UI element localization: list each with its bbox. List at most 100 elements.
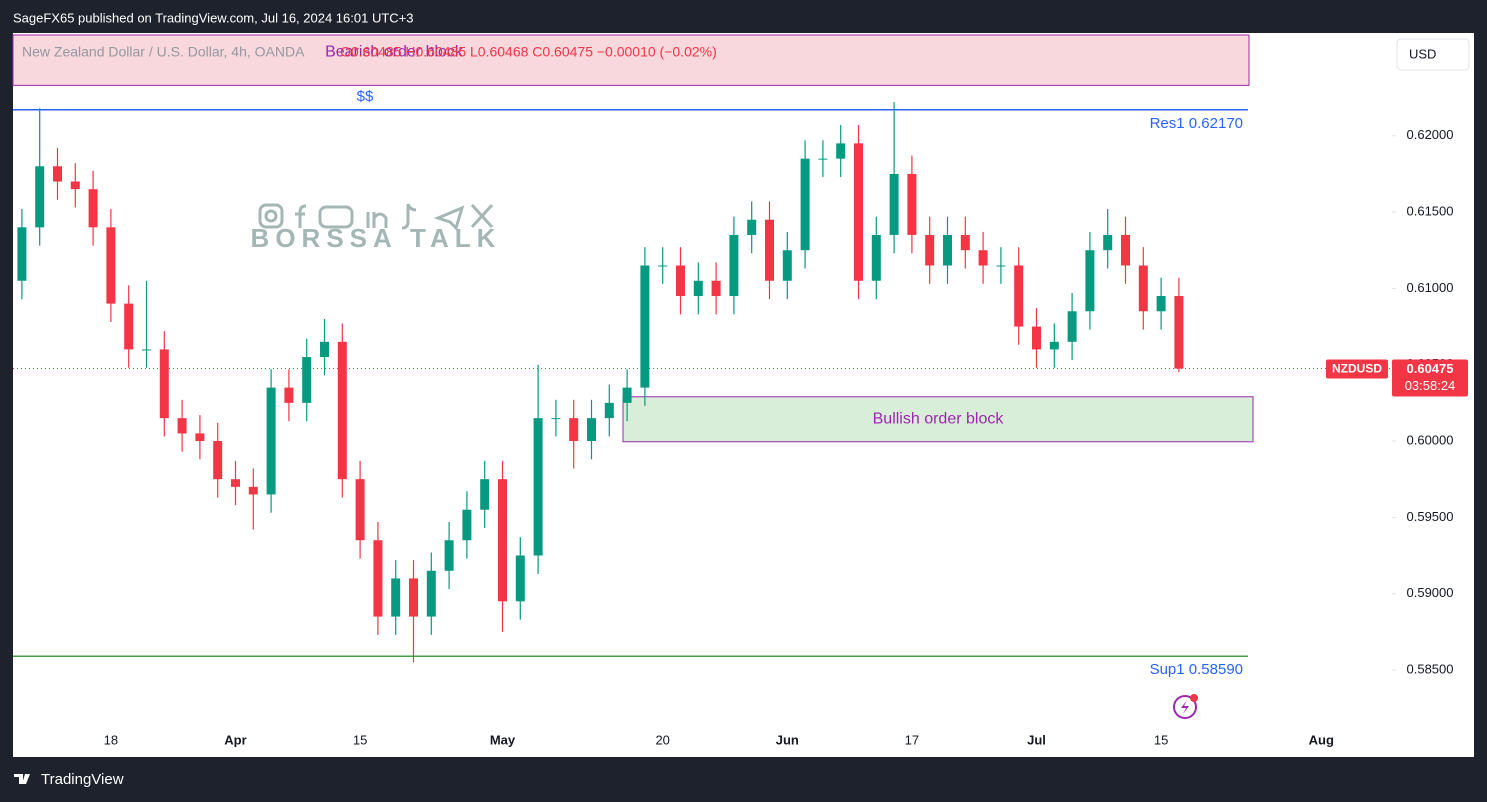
y-tick-label: 0.58500 (1407, 661, 1454, 676)
candle-body (1156, 296, 1166, 312)
candle-body (533, 418, 543, 556)
y-tick-label: 0.61500 (1407, 204, 1454, 219)
order-block-label: Bearish order block (325, 43, 464, 60)
candle-body (373, 540, 383, 617)
order-block-label: Bullish order block (873, 410, 1005, 427)
candle-body (142, 349, 151, 351)
candle-body (960, 234, 970, 251)
candle-body (498, 479, 507, 602)
candle-body (1138, 265, 1148, 312)
candle-body (391, 578, 401, 617)
candle-body (996, 265, 1006, 267)
x-tick-label: 20 (655, 732, 669, 747)
candle-body (337, 341, 347, 480)
watermark: BORSSA TALK (251, 223, 502, 253)
candle-body (462, 509, 472, 541)
candle-body (818, 158, 828, 160)
candle-body (587, 418, 596, 442)
order-block (12, 34, 1250, 86)
candle-body (1121, 234, 1130, 266)
candle-body (978, 250, 988, 266)
level-label: Res1 0.62170 (1150, 115, 1243, 132)
symbol-badge (1326, 359, 1388, 379)
x-tick-label: Aug (1309, 732, 1334, 747)
candle-body (177, 418, 187, 434)
currency-button[interactable] (1396, 38, 1470, 71)
candle-body (871, 234, 881, 281)
bolt-icon (1173, 694, 1198, 719)
legend-values: O0.60485 H0.60485 L0.60468 C0.60475 −0.0… (340, 44, 717, 60)
candle-body (124, 303, 134, 350)
candle-body (622, 387, 632, 403)
candle-body (266, 387, 276, 495)
candle-body (782, 250, 792, 281)
candle-body (302, 357, 312, 403)
candle-body (213, 441, 223, 480)
candle-body (1032, 326, 1041, 350)
candle-body (159, 349, 169, 419)
candle-body (836, 143, 846, 159)
price-badge-label: 0.60475 (1407, 361, 1454, 376)
countdown-label: 03:58:24 (1405, 378, 1456, 393)
x-tick-label: Jul (1027, 732, 1046, 747)
y-tick-label: 0.61000 (1407, 280, 1454, 295)
candle-body (676, 265, 685, 297)
candle-body (480, 479, 490, 510)
candle-body (800, 158, 810, 251)
candle-body (35, 166, 45, 228)
y-tick-label: 0.62000 (1407, 127, 1454, 142)
footer-logo (14, 774, 30, 784)
chart-area (13, 33, 1474, 757)
candle-body (943, 234, 952, 266)
candle-body (569, 418, 579, 442)
candle-body (444, 540, 454, 571)
candle-body (889, 173, 899, 235)
candle-body (551, 418, 561, 420)
candle-body (284, 387, 294, 403)
candle-body (693, 280, 703, 297)
candle-body (53, 166, 62, 182)
candle-body (426, 570, 436, 617)
candle-body (1067, 311, 1077, 342)
candle-body (747, 219, 757, 235)
y-tick-label: 0.59000 (1407, 585, 1454, 600)
candle-body (515, 555, 525, 602)
candle-body (925, 234, 935, 266)
y-tick-label: 0.59500 (1407, 509, 1454, 524)
x-tick-label: Jun (776, 732, 799, 747)
published-line: SageFX65 published on TradingView.com, J… (13, 10, 414, 25)
candle-body (854, 143, 863, 281)
candle-body (640, 265, 650, 388)
candle-body (711, 280, 721, 297)
y-tick-label: 0.60000 (1407, 432, 1454, 447)
candle-body (604, 402, 614, 419)
x-tick-label: Apr (224, 732, 246, 747)
candle-body (658, 265, 668, 267)
social-icons (258, 203, 494, 231)
candle-body (355, 479, 365, 541)
candle-body (320, 341, 329, 358)
order-block (622, 396, 1254, 443)
candle-body (248, 486, 258, 495)
candle-body (1014, 265, 1024, 327)
candle-body (907, 173, 917, 235)
candle-body (106, 227, 116, 304)
plot: 0.585000.590000.595000.600000.605000.610… (12, 34, 1468, 747)
level-label: Sup1 0.58590 (1150, 661, 1243, 678)
candle-body (1085, 250, 1095, 312)
x-tick-label: 17 (905, 732, 919, 747)
candle-body (765, 219, 774, 281)
x-tick-label: 15 (1154, 732, 1168, 747)
candle-body (88, 189, 98, 228)
x-tick-label: 18 (104, 732, 118, 747)
candle-body (409, 578, 418, 617)
candle-body (70, 181, 80, 190)
candle-body (729, 234, 739, 297)
price-badge (1392, 359, 1468, 397)
candle-body (1049, 341, 1059, 350)
x-tick-label: 15 (353, 732, 367, 747)
candle-body (17, 227, 27, 281)
level-note: $$ (357, 88, 374, 105)
